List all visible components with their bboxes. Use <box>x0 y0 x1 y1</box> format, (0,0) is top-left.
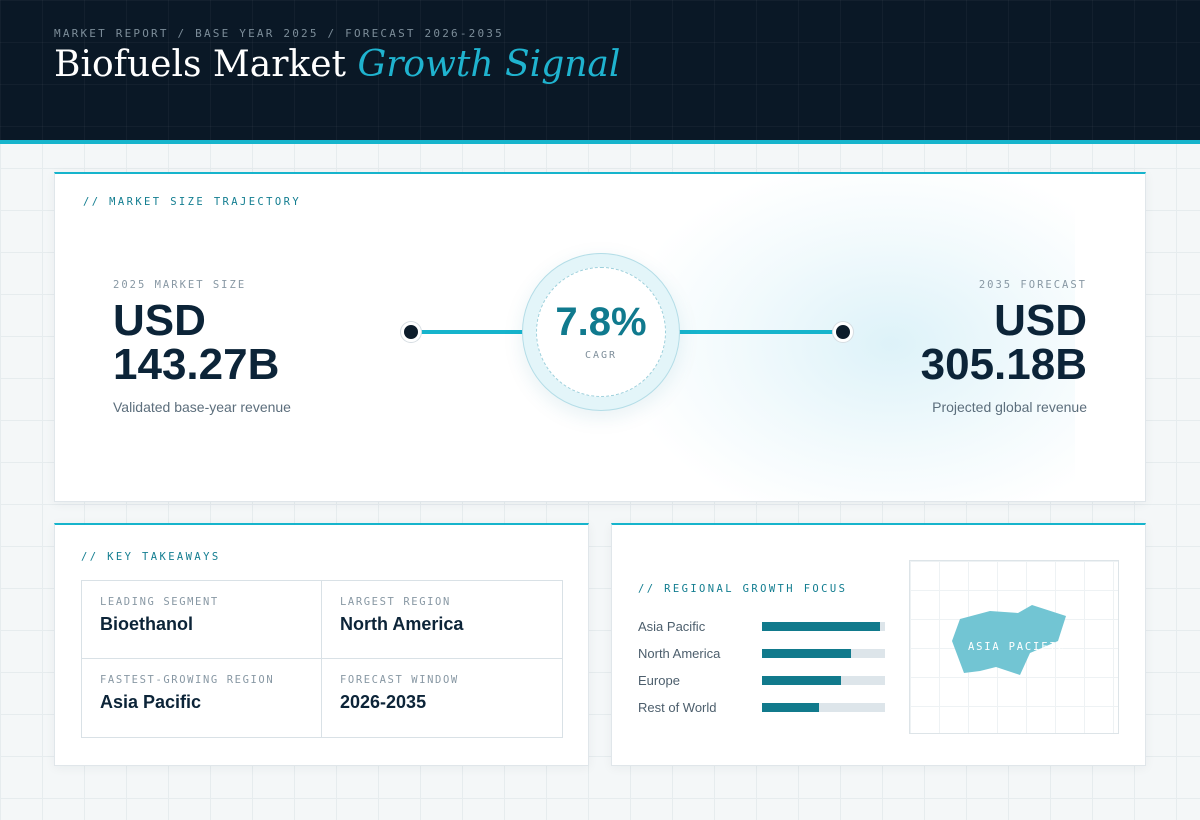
forecast-value: USD 305.18B <box>787 299 1087 387</box>
regional-growth-card: // REGIONAL GROWTH FOCUS Asia Pacific No… <box>611 523 1146 766</box>
region-name: Asia Pacific <box>638 619 706 634</box>
regional-bars: Asia Pacific North America Europe Rest o… <box>638 613 888 721</box>
section-label-trajectory: // MARKET SIZE TRAJECTORY <box>83 196 302 208</box>
base-year-caption: Validated base-year revenue <box>113 399 291 415</box>
section-label-regional: // REGIONAL GROWTH FOCUS <box>638 583 848 595</box>
key-takeaways-card: // KEY TAKEAWAYS LEADING SEGMENT Bioetha… <box>54 523 589 766</box>
forecast-currency: USD <box>994 296 1087 345</box>
base-year-label: 2025 MARKET SIZE <box>113 279 247 291</box>
market-size-trajectory-card: // MARKET SIZE TRAJECTORY 2025 MARKET SI… <box>54 172 1146 502</box>
takeaway-label: FASTEST-GROWING REGION <box>100 674 275 686</box>
cagr-label: CAGR <box>584 350 618 361</box>
region-bar-fill <box>762 676 841 685</box>
report-header: MARKET REPORT / BASE YEAR 2025 / FORECAS… <box>0 0 1200 144</box>
takeaway-cell-leading-segment: LEADING SEGMENT Bioethanol <box>82 581 322 659</box>
forecast-caption: Projected global revenue <box>932 399 1087 415</box>
cagr-badge: 7.8% CAGR <box>522 253 680 411</box>
takeaways-grid: LEADING SEGMENT Bioethanol LARGEST REGIO… <box>81 580 563 738</box>
map-region-label: ASIA PACIFIC <box>968 641 1066 653</box>
region-bar-track <box>762 622 885 631</box>
forecast-amount: 305.18B <box>920 340 1087 389</box>
region-bar-track <box>762 703 885 712</box>
takeaway-label: FORECAST WINDOW <box>340 674 459 686</box>
takeaway-cell-forecast-window: FORECAST WINDOW 2026-2035 <box>322 659 562 737</box>
forecast-label: 2035 FORECAST <box>978 279 1087 291</box>
region-bar-row: Asia Pacific <box>638 613 888 640</box>
region-bar-row: Europe <box>638 667 888 694</box>
region-name: North America <box>638 646 721 661</box>
base-year-metric: 2025 MARKET SIZE USD 143.27B Validated b… <box>113 279 393 415</box>
region-bar-track <box>762 649 885 658</box>
base-year-currency: USD <box>113 296 206 345</box>
page-title: Biofuels Market Growth Signal <box>54 44 620 85</box>
base-year-value: USD 143.27B <box>113 299 393 387</box>
cagr-inner-ring: 7.8% CAGR <box>536 267 666 397</box>
region-name: Rest of World <box>638 700 717 715</box>
start-marker <box>401 322 421 342</box>
region-bar-fill <box>762 622 881 631</box>
base-year-amount: 143.27B <box>113 340 280 389</box>
takeaway-label: LARGEST REGION <box>340 596 451 608</box>
end-marker <box>833 322 853 342</box>
forecast-metric: 2035 FORECAST USD 305.18B Projected glob… <box>787 279 1087 415</box>
takeaway-value: Asia Pacific <box>100 692 202 712</box>
region-bar-row: Rest of World <box>638 694 888 721</box>
section-label-takeaways: // KEY TAKEAWAYS <box>81 551 221 563</box>
title-accent: Growth Signal <box>357 44 621 85</box>
report-eyebrow: MARKET REPORT / BASE YEAR 2025 / FORECAS… <box>54 27 504 40</box>
takeaway-value: Bioethanol <box>100 614 193 634</box>
region-map: ASIA PACIFIC <box>909 560 1119 734</box>
takeaway-cell-largest-region: LARGEST REGION North America <box>322 581 562 659</box>
takeaway-cell-fastest-growing-region: FASTEST-GROWING REGION Asia Pacific <box>82 659 322 737</box>
takeaway-value: 2026-2035 <box>340 692 427 712</box>
region-bar-row: North America <box>638 640 888 667</box>
region-bar-fill <box>762 649 851 658</box>
cagr-value: 7.8% <box>555 300 647 344</box>
takeaway-label: LEADING SEGMENT <box>100 596 219 608</box>
region-name: Europe <box>638 673 680 688</box>
region-bar-fill <box>762 703 819 712</box>
takeaway-value: North America <box>340 614 464 634</box>
asia-pacific-map-shape <box>952 605 1066 675</box>
title-main: Biofuels Market <box>54 44 347 85</box>
region-bar-track <box>762 676 885 685</box>
